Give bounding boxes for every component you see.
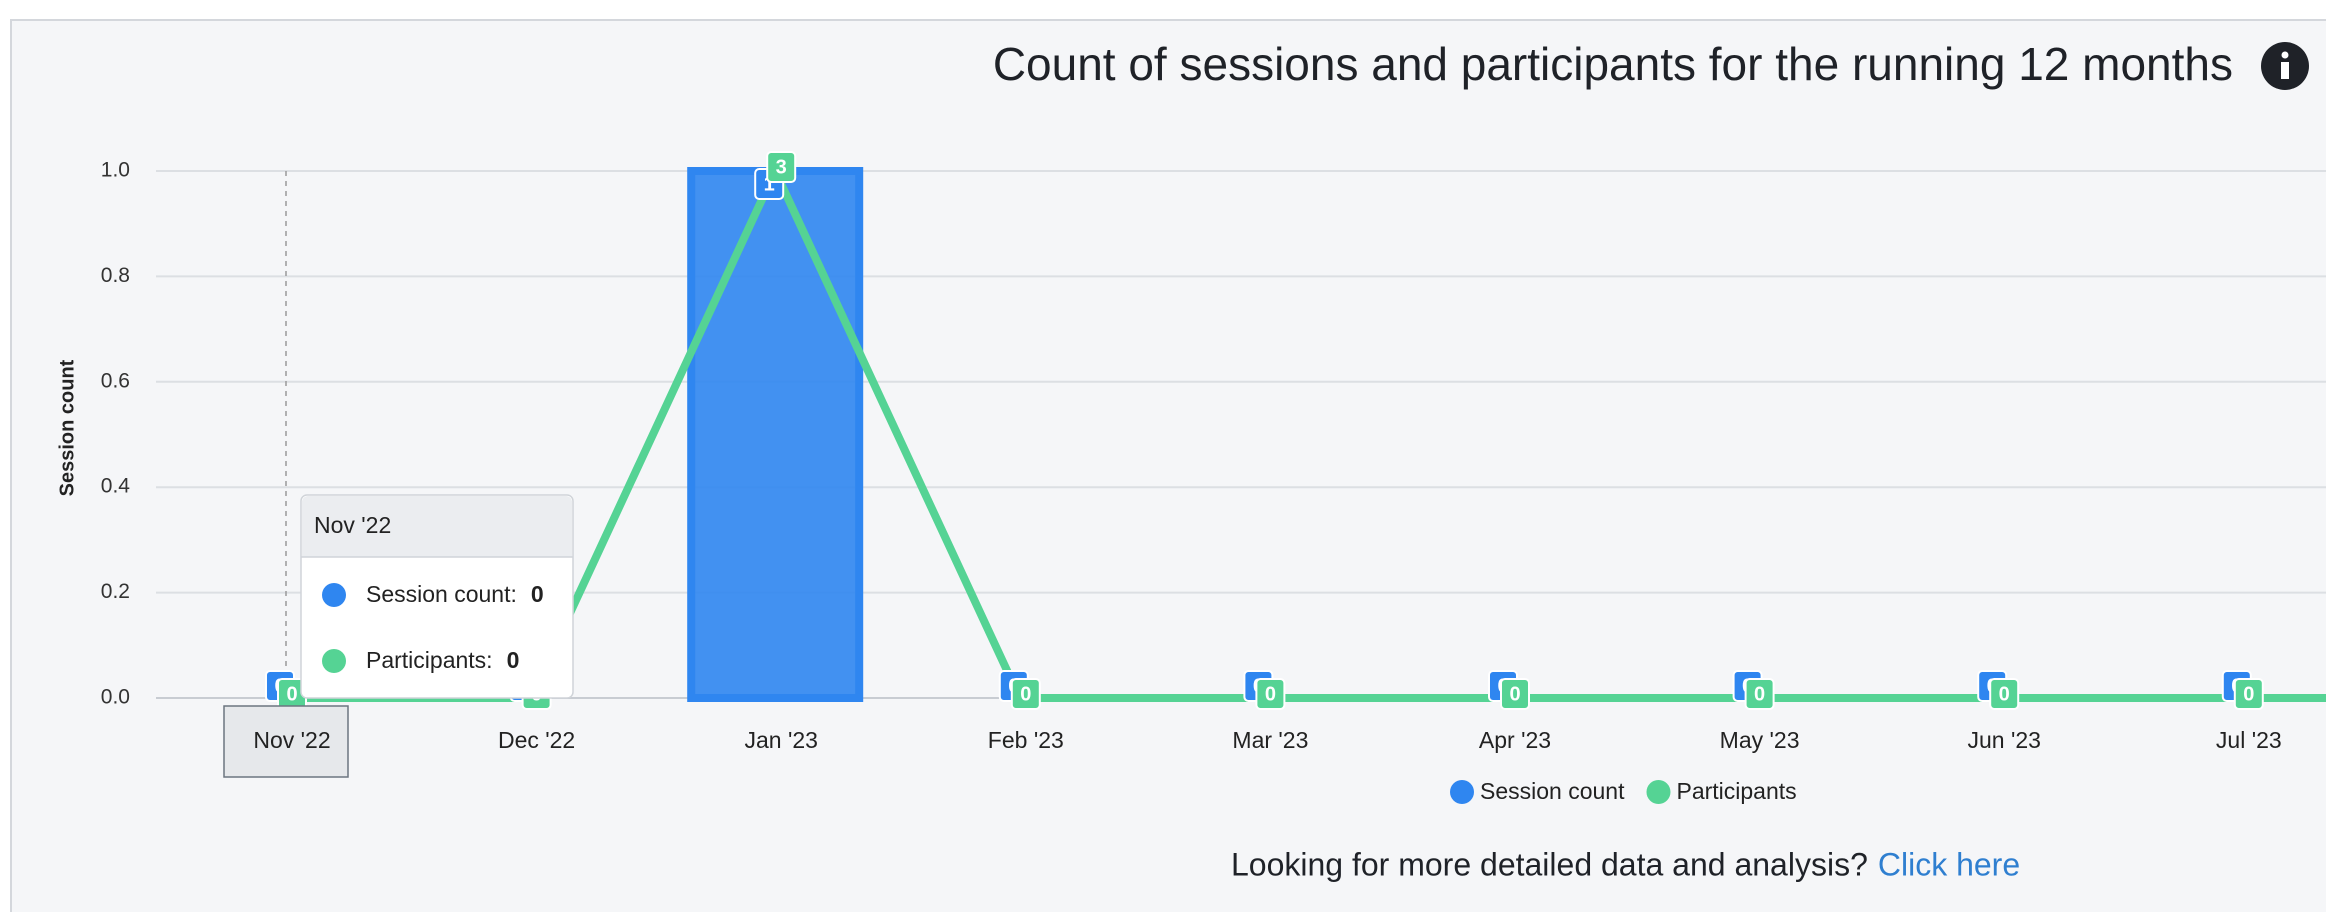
data-label: 0 [1999, 683, 2010, 705]
y-axis-label: Session count [56, 359, 78, 496]
x-tick-label: Jan '23 [744, 727, 817, 753]
panel [10, 19, 2326, 912]
data-label-box [1500, 678, 1530, 710]
data-label: 0 [1020, 683, 1031, 705]
data-label-box [1989, 678, 2020, 710]
bar [687, 167, 864, 702]
tooltip-marker [322, 583, 346, 607]
tooltip-marker [322, 649, 346, 673]
x-tick-label: Apr '23 [1479, 727, 1551, 753]
y-tick-label: 1.0 [101, 159, 130, 182]
chart-title: Count of sessions and participants for t… [993, 38, 2233, 90]
tooltip-value: 0 [531, 581, 544, 607]
footer-text: Looking for more detailed data and analy… [1231, 846, 1868, 882]
x-tick-label: Feb '23 [988, 727, 1064, 753]
y-tick-label: 0.6 [101, 369, 130, 392]
tooltip-title: Nov '22 [314, 512, 391, 538]
data-label: 0 [286, 683, 297, 705]
data-label: 0 [2243, 683, 2254, 705]
legend-label[interactable]: Session count [1480, 778, 1625, 804]
data-label-box [1255, 678, 1286, 710]
footer-link[interactable]: Click here [1878, 846, 2020, 882]
y-tick-label: 0.8 [101, 264, 130, 287]
data-label-box [2233, 678, 2264, 710]
tooltip-value: 0 [507, 647, 520, 673]
data-label: 3 [776, 156, 787, 178]
tooltip-label: Participants: [366, 647, 493, 673]
x-tick-label: Dec '22 [498, 727, 575, 753]
x-tick-highlight [223, 705, 349, 778]
x-tick-label: Jun '23 [1967, 727, 2040, 753]
data-label-box [1744, 678, 1775, 710]
x-tick-label: Mar '23 [1232, 727, 1308, 753]
data-label-box [766, 151, 797, 183]
tooltip-header-bg [302, 496, 572, 557]
y-tick-label: 0.4 [101, 475, 131, 498]
info-icon[interactable] [2261, 42, 2309, 90]
legend-marker[interactable] [1646, 780, 1671, 804]
legend-label[interactable]: Participants [1676, 778, 1796, 804]
data-label: 0 [1509, 683, 1520, 705]
y-tick-label: 0.2 [101, 580, 130, 603]
x-tick-label: Nov '22 [253, 727, 330, 753]
data-label: 0 [1265, 683, 1276, 705]
data-label: 1 [764, 173, 775, 195]
legend-marker[interactable] [1450, 780, 1474, 804]
data-label: 0 [1754, 683, 1765, 705]
x-tick-label: May '23 [1720, 727, 1800, 753]
tooltip-label: Session count: [366, 581, 517, 607]
x-tick-label: Jul '23 [2216, 727, 2282, 753]
y-tick-label: 0.0 [101, 686, 130, 709]
data-label-box [1010, 678, 1041, 710]
